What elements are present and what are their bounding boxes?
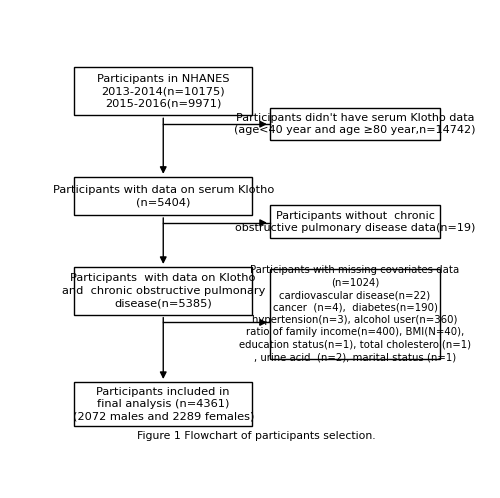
Bar	[74, 67, 252, 116]
Text: Participants in NHANES
2013-2014(n=10175)
2015-2016(n=9971): Participants in NHANES 2013-2014(n=10175…	[97, 74, 230, 109]
Bar	[74, 267, 252, 315]
Text: Participants included in
final analysis (n=4361)
(2072 males and 2289 females): Participants included in final analysis …	[72, 386, 254, 421]
Text: Participants with missing covariates data
(n=1024)
cardiovascular disease(n=22)
: Participants with missing covariates dat…	[239, 265, 471, 362]
Text: Participants  with data on Klotho
and  chronic obstructive pulmonary
disease(n=5: Participants with data on Klotho and chr…	[62, 273, 265, 308]
Text: Figure 1 Flowchart of participants selection.: Figure 1 Flowchart of participants selec…	[137, 431, 376, 441]
Bar	[270, 269, 440, 359]
Text: Participants without  chronic
obstructive pulmonary disease data(n=19): Participants without chronic obstructive…	[235, 211, 475, 233]
Bar	[74, 382, 252, 426]
Bar	[74, 177, 252, 215]
Bar	[270, 206, 440, 238]
Text: Participants with data on serum Klotho
(n=5404): Participants with data on serum Klotho (…	[52, 185, 274, 207]
Text: Participants didn't have serum Klotho data
(age<40 year and age ≥80 year,n=14742: Participants didn't have serum Klotho da…	[234, 113, 476, 135]
Bar	[270, 108, 440, 140]
